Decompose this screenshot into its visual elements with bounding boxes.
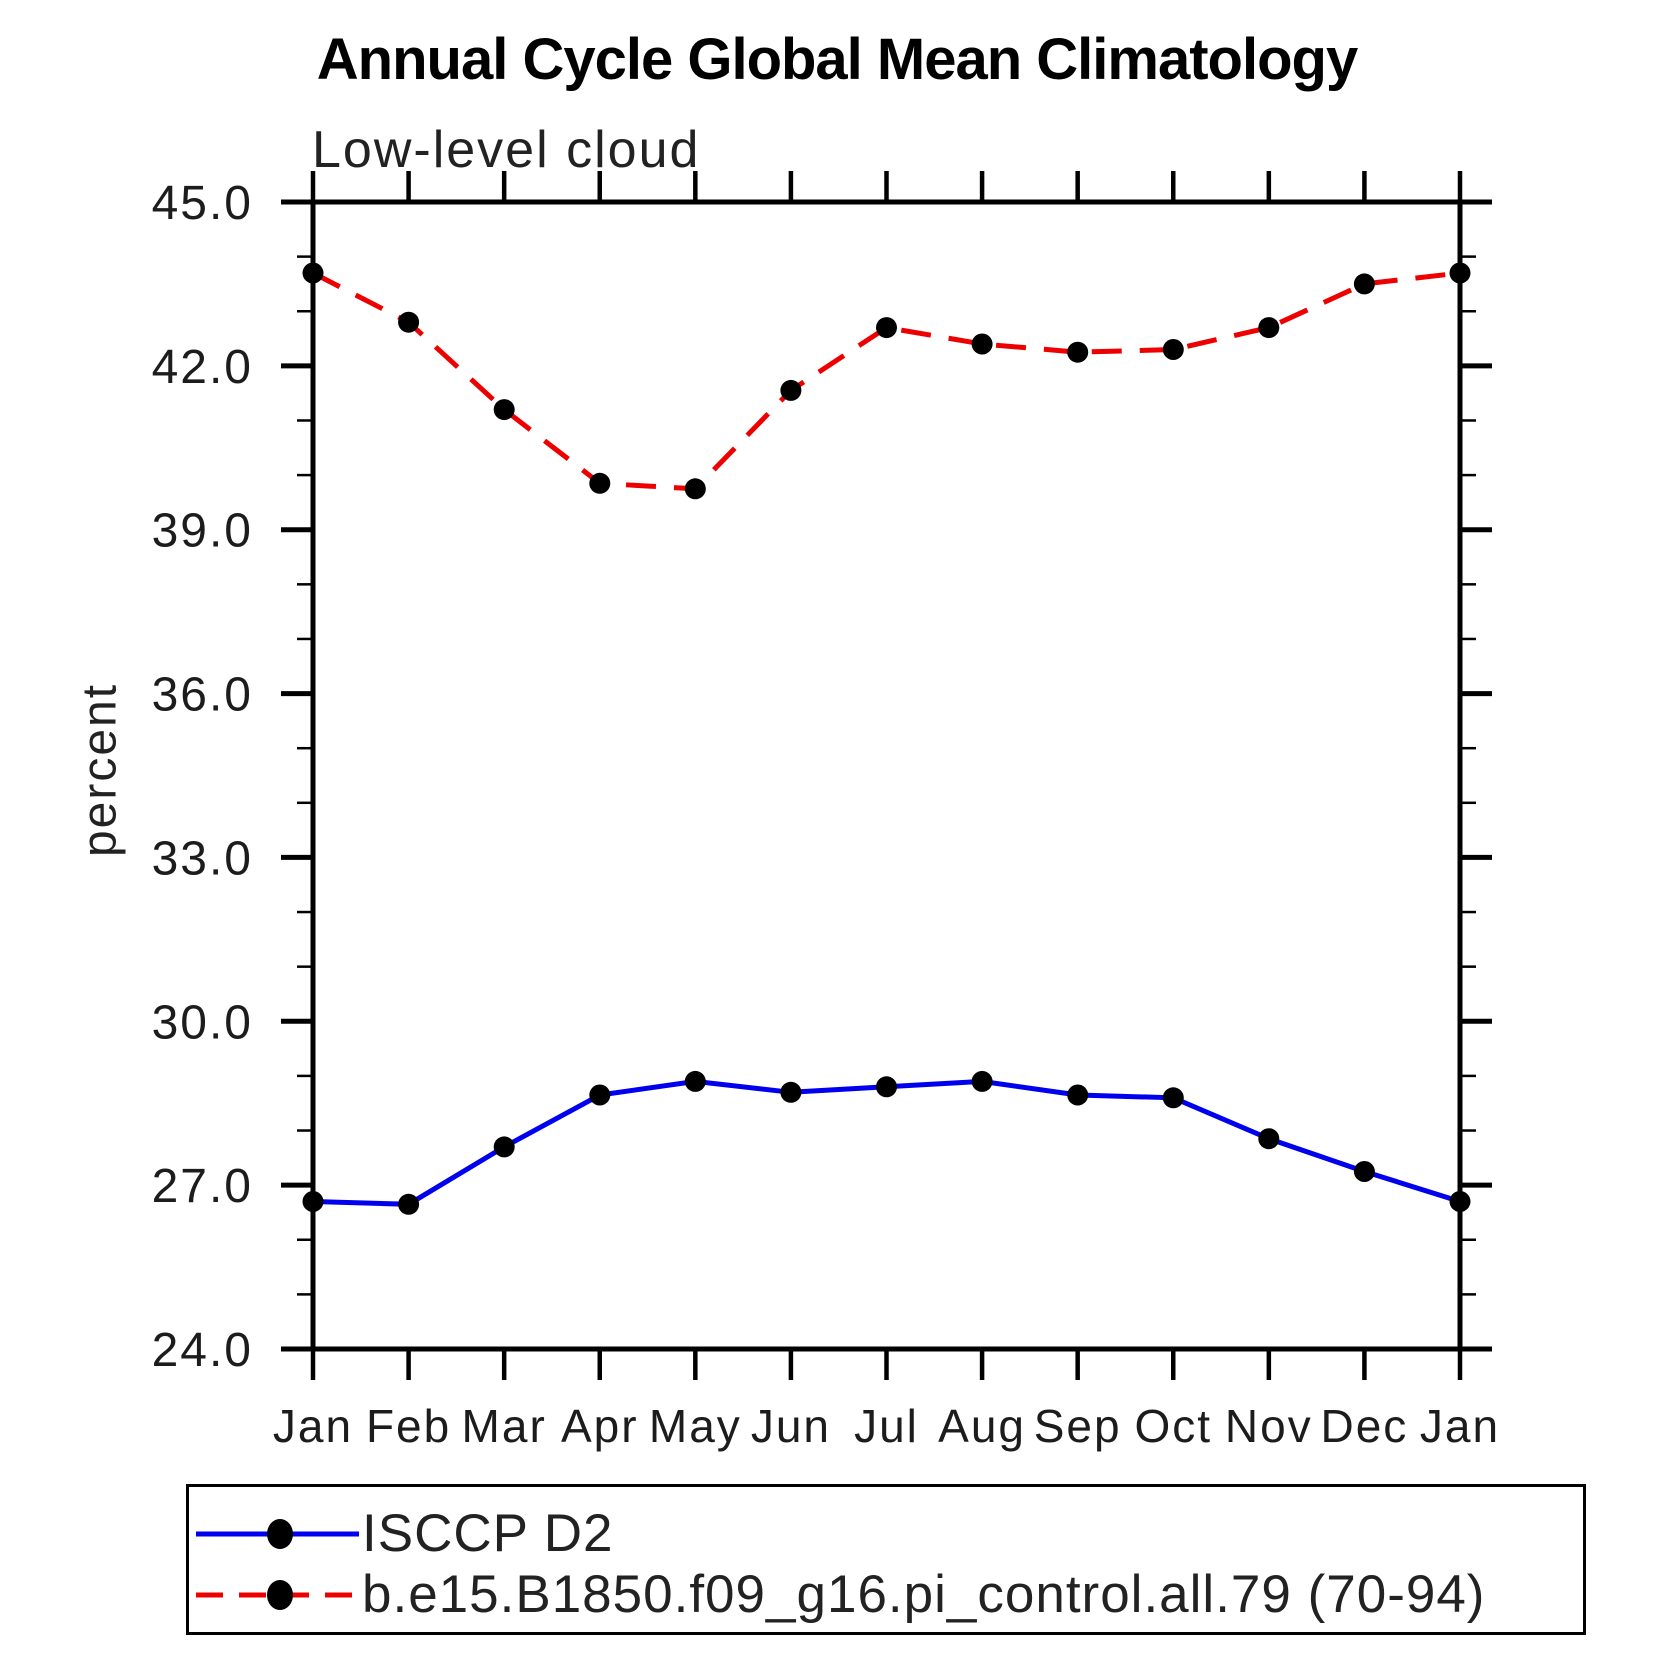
y-tick-label: 27.0 bbox=[152, 1160, 253, 1213]
plot-border bbox=[310, 199, 1463, 1352]
x-tick-label: Apr bbox=[561, 1400, 639, 1452]
legend-label-model: b.e15.B1850.f09_g16.pi_control.all.79 (7… bbox=[362, 1565, 1486, 1624]
data-point-marker bbox=[1353, 1161, 1375, 1182]
chart-title: Annual Cycle Global Mean Climatology bbox=[316, 27, 1358, 92]
x-tick-label: Jan bbox=[273, 1400, 353, 1452]
data-point-marker bbox=[876, 317, 897, 339]
y-tick-label: 42.0 bbox=[152, 341, 253, 394]
data-point-marker bbox=[684, 1070, 706, 1092]
y-tick-label: 24.0 bbox=[152, 1324, 253, 1377]
x-tick-label: Mar bbox=[462, 1400, 547, 1452]
y-tick-label: 30.0 bbox=[152, 996, 253, 1049]
data-point-marker bbox=[589, 1084, 611, 1106]
y-axis: 24.0 27.0 30.0 33.0 36.0 39.0 42.0 45.0 bbox=[152, 177, 1492, 1377]
legend-line-dashed-icon bbox=[196, 1580, 359, 1610]
data-point-marker bbox=[684, 478, 706, 500]
solid-line bbox=[312, 1078, 1461, 1207]
data-point-marker bbox=[780, 379, 802, 401]
series-model bbox=[302, 262, 1471, 500]
data-point-marker bbox=[876, 1076, 897, 1098]
chart-subtitle: Low-level cloud bbox=[312, 121, 701, 179]
y-tick-label: 39.0 bbox=[152, 505, 253, 558]
x-tick-label: Sep bbox=[1034, 1400, 1122, 1452]
data-point-marker bbox=[1162, 1087, 1184, 1109]
x-tick-label: Dec bbox=[1321, 1400, 1409, 1452]
data-point-marker bbox=[493, 1136, 515, 1158]
data-point-marker bbox=[302, 1191, 324, 1212]
x-tick-label: Jan bbox=[1420, 1400, 1500, 1452]
y-tick-label: 36.0 bbox=[152, 669, 253, 722]
series-isccp-d2 bbox=[302, 1070, 1471, 1215]
data-point-marker bbox=[1449, 1191, 1471, 1212]
data-point-marker bbox=[1449, 262, 1471, 284]
data-point-marker bbox=[1067, 341, 1089, 363]
data-point-marker bbox=[398, 311, 420, 333]
data-point-marker bbox=[1353, 273, 1375, 295]
data-point-marker bbox=[1258, 317, 1280, 339]
legend-item-isccp-d2: ISCCP D2 bbox=[192, 1504, 614, 1563]
data-point-marker bbox=[971, 1070, 993, 1092]
x-tick-label: Jul bbox=[854, 1400, 919, 1452]
data-point-marker bbox=[971, 333, 993, 355]
x-tick-label: Oct bbox=[1134, 1400, 1212, 1452]
data-point-marker bbox=[398, 1193, 420, 1215]
legend: ISCCP D2 b.e15.B1850.f09_g16.pi_control.… bbox=[186, 1484, 1586, 1635]
x-tick-label: Nov bbox=[1225, 1400, 1313, 1452]
data-point-marker bbox=[1067, 1084, 1089, 1106]
data-point-marker bbox=[589, 472, 611, 494]
x-axis: Jan Feb Mar Apr May Jun Jul Aug Sep Oct Nov Dec Jan bbox=[273, 171, 1500, 1452]
y-tick-label: 33.0 bbox=[152, 832, 253, 885]
dashed-line bbox=[311, 270, 1461, 492]
data-point-marker bbox=[780, 1081, 802, 1103]
x-tick-label: Aug bbox=[938, 1400, 1026, 1452]
x-tick-label: May bbox=[649, 1400, 742, 1452]
data-point-marker bbox=[493, 399, 515, 421]
data-point-marker bbox=[1258, 1128, 1280, 1150]
y-tick-label: 45.0 bbox=[152, 177, 253, 230]
legend-item-model: b.e15.B1850.f09_g16.pi_control.all.79 (7… bbox=[192, 1565, 1486, 1624]
x-tick-label: Jun bbox=[751, 1400, 831, 1452]
legend-label-isccp-d2: ISCCP D2 bbox=[362, 1504, 614, 1563]
x-tick-label: Feb bbox=[366, 1400, 451, 1452]
data-point-marker bbox=[1162, 339, 1184, 360]
legend-line-solid-icon bbox=[196, 1519, 359, 1549]
data-point-marker bbox=[302, 262, 324, 284]
